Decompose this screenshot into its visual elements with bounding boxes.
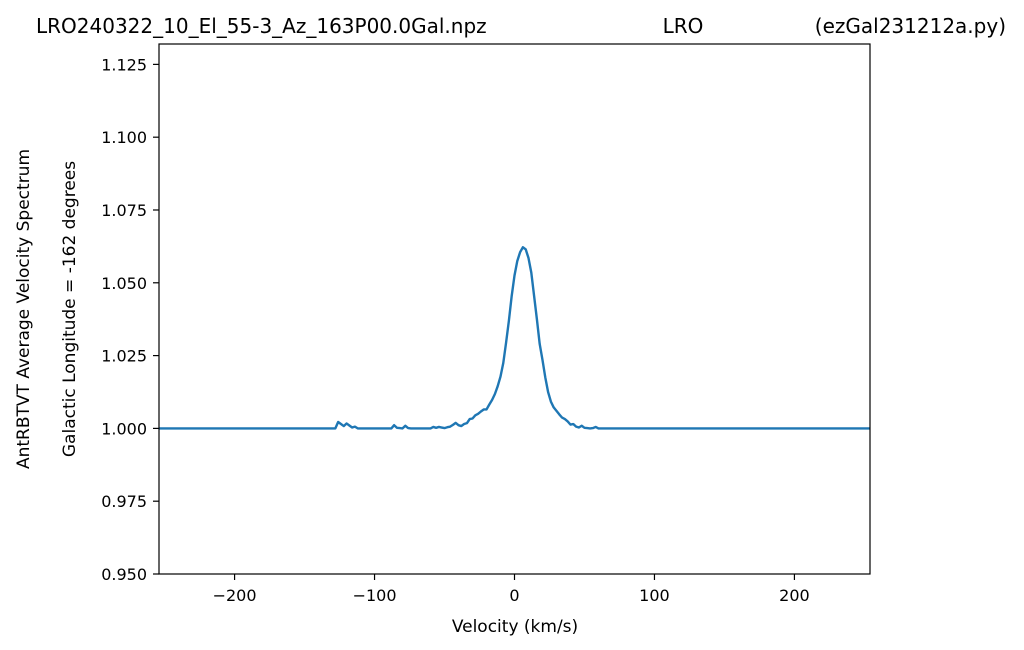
y-axis-label-line1: AntRBTVT Average Velocity Spectrum bbox=[14, 149, 34, 469]
y-tick-label: 1.050 bbox=[101, 274, 147, 293]
x-tick-label: −100 bbox=[353, 586, 397, 605]
y-tick-label: 0.975 bbox=[101, 492, 147, 511]
plot-frame bbox=[158, 43, 871, 575]
y-tick-label: 1.025 bbox=[101, 347, 147, 366]
title-filename: LRO240322_10_El_55-3_Az_163P00.0Gal.npz bbox=[36, 14, 487, 38]
y-axis-label-line2: Galactic Longitude = -162 degrees bbox=[60, 161, 80, 457]
title-station: LRO bbox=[663, 14, 704, 38]
series-line-0 bbox=[159, 246, 870, 430]
x-tick-label: 0 bbox=[509, 586, 519, 605]
title-script: (ezGal231212a.py) bbox=[815, 14, 1006, 38]
x-tick-label: −200 bbox=[213, 586, 257, 605]
y-tick-label: 1.000 bbox=[101, 419, 147, 438]
y-tick-label: 0.950 bbox=[101, 565, 147, 584]
y-tick-label: 1.125 bbox=[101, 55, 147, 74]
y-axis-ticks: 0.950 0.975 1.000 1.025 1.050 1.075 1.100 1.125 bbox=[101, 55, 159, 584]
x-axis-label: Velocity (km/s) bbox=[452, 617, 578, 637]
series-layer bbox=[159, 246, 870, 430]
y-tick-label: 1.075 bbox=[101, 201, 147, 220]
plot-area: −200 −100 0 100 200 0.950 0.975 1.000 1.025 1.05… bbox=[101, 43, 871, 605]
x-axis-ticks: −200 −100 0 100 200 bbox=[213, 574, 810, 605]
x-tick-label: 100 bbox=[639, 586, 670, 605]
x-tick-label: 200 bbox=[779, 586, 810, 605]
y-tick-label: 1.100 bbox=[101, 128, 147, 147]
